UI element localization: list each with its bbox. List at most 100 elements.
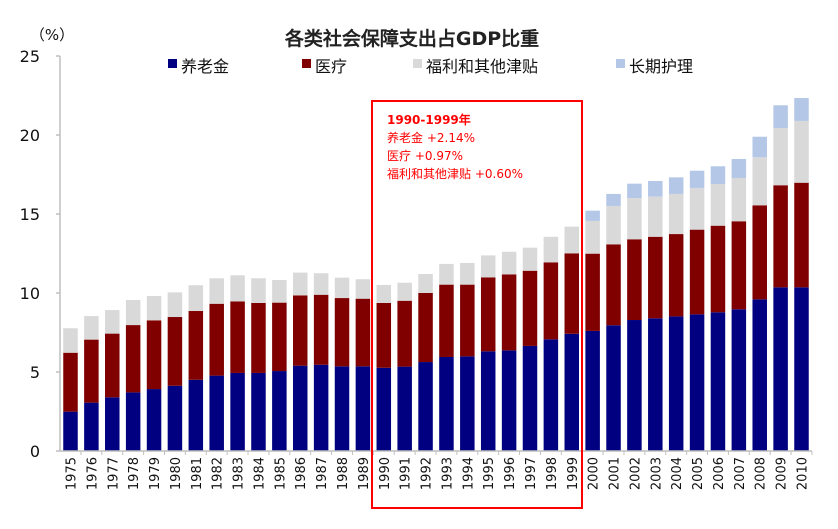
bar-segment-pension-1998 [543, 339, 559, 451]
bar-segment-pension-2006 [710, 312, 726, 451]
bar-segment-welfare-2006 [710, 183, 726, 226]
bar-segment-medical-2005 [689, 229, 705, 315]
y-tick-label: 10 [20, 284, 40, 303]
bar-segment-pension-1984 [251, 372, 266, 451]
y-axis-unit-label: （%） [30, 26, 74, 44]
bar-segment-medical-1983 [230, 301, 245, 373]
bar-segment-welfare-1975 [63, 328, 78, 353]
bar-segment-welfare-1983 [230, 275, 245, 302]
bar-segment-pension-1990 [376, 367, 392, 451]
annotation-text: 福利和其他津贴 +0.60% [387, 166, 523, 181]
legend-label: 长期护理 [629, 57, 693, 76]
x-tick-label: 2002 [628, 457, 643, 490]
bar-segment-pension-1978 [125, 392, 141, 451]
bar-segment-welfare-2005 [689, 187, 705, 230]
y-tick-label: 15 [20, 205, 40, 224]
x-tick-label: 2009 [775, 457, 790, 490]
x-tick-label: 1980 [169, 457, 184, 490]
legend-label: 养老金 [181, 57, 229, 76]
bar-segment-medical-1993 [439, 284, 454, 357]
bar-segment-ltc-2003 [648, 180, 663, 197]
bar-segment-welfare-1990 [376, 284, 392, 303]
x-tick-label: 2003 [649, 457, 664, 490]
x-tick-label: 1993 [440, 457, 455, 490]
bar-segment-welfare-2004 [668, 193, 684, 235]
bar-segment-welfare-1976 [84, 316, 99, 340]
bar-segment-pension-1997 [522, 345, 538, 451]
bar-segment-welfare-2001 [606, 205, 621, 245]
x-tick-label: 1994 [461, 457, 476, 490]
bar-segment-ltc-2001 [606, 193, 621, 206]
bar-segment-pension-2002 [627, 320, 642, 451]
bar-segment-pension-1986 [292, 365, 308, 451]
y-tick-label: 5 [30, 363, 40, 382]
bar-segment-welfare-1982 [209, 278, 224, 304]
legend-swatch [413, 59, 422, 68]
bar-segment-pension-1982 [209, 375, 224, 451]
annotation-text: 养老金 +2.14% [387, 130, 475, 145]
legend-label: 福利和其他津贴 [426, 57, 538, 76]
bar-segment-medical-1979 [146, 320, 162, 390]
bar-segment-medical-1998 [543, 262, 559, 340]
bar-segment-ltc-2002 [627, 183, 642, 199]
bar-segment-medical-1992 [418, 293, 433, 363]
bar-segment-medical-1989 [355, 298, 371, 367]
bar-segment-pension-1977 [105, 397, 120, 451]
x-tick-label: 1982 [211, 457, 226, 490]
x-tick-label: 2008 [754, 457, 769, 490]
bar-segment-medical-1987 [313, 294, 329, 365]
bar-segment-medical-1999 [564, 253, 580, 334]
x-tick-label: 1976 [85, 457, 100, 490]
y-axis: 0 5 10 15 20 25 [20, 47, 61, 461]
bar-segment-pension-1987 [313, 364, 329, 451]
x-tick-label: 1987 [315, 457, 330, 490]
bar-segment-pension-2009 [773, 287, 788, 451]
bar-segment-pension-2001 [606, 325, 621, 451]
bar-segment-pension-2010 [794, 287, 809, 451]
x-tick-label: 1978 [127, 457, 142, 490]
bar-segment-pension-2003 [648, 318, 663, 451]
bar-segment-pension-1985 [272, 371, 287, 451]
bar-segment-medical-1980 [167, 317, 183, 386]
bar-segment-pension-2000 [585, 330, 600, 451]
bar-segment-welfare-2008 [752, 157, 767, 206]
bar-segment-medical-1995 [480, 277, 496, 352]
bar-segment-medical-2006 [710, 225, 726, 313]
bar-segment-pension-1983 [230, 372, 245, 451]
legend: 养老金 医疗 福利和其他津贴 长期护理 [168, 57, 693, 76]
x-tick-label: 1998 [545, 457, 560, 490]
bar-segment-pension-1994 [460, 356, 475, 451]
bar-segment-medical-2003 [648, 236, 663, 319]
bar-segment-welfare-2010 [794, 120, 809, 183]
bar-segment-welfare-1994 [460, 262, 475, 285]
bar-segment-welfare-1986 [292, 272, 308, 296]
x-tick-label: 1979 [148, 457, 163, 490]
bar-segment-medical-1986 [292, 295, 308, 366]
x-tick-label: 2004 [670, 457, 685, 490]
bar-segment-pension-1991 [397, 366, 412, 451]
bar-segment-pension-1979 [146, 389, 162, 451]
bar-segment-medical-1988 [334, 298, 350, 367]
bar-segment-welfare-1996 [501, 251, 517, 275]
bar-segment-welfare-1998 [543, 236, 559, 263]
bar-segment-pension-1988 [334, 366, 350, 451]
bar-segment-pension-2007 [731, 309, 747, 451]
bar-segment-welfare-2000 [585, 220, 600, 254]
bar-segment-medical-1997 [522, 270, 538, 346]
x-tick-label: 1975 [65, 457, 80, 490]
x-tick-label: 1981 [190, 457, 205, 490]
bar-segment-ltc-2009 [773, 105, 788, 129]
bar-segment-medical-1978 [125, 325, 141, 393]
bar-segment-welfare-1981 [188, 285, 204, 312]
bar-segment-pension-1995 [480, 351, 496, 451]
bar-segment-medical-2010 [794, 182, 809, 288]
x-tick-label: 2006 [712, 457, 727, 490]
x-tick-label: 1977 [106, 457, 121, 490]
bar-segment-pension-2005 [689, 314, 705, 451]
x-tick-label: 2007 [733, 457, 748, 490]
bar-segment-welfare-1980 [167, 292, 183, 318]
bar-segment-medical-2000 [585, 253, 600, 331]
bar-segment-welfare-1993 [439, 263, 454, 285]
